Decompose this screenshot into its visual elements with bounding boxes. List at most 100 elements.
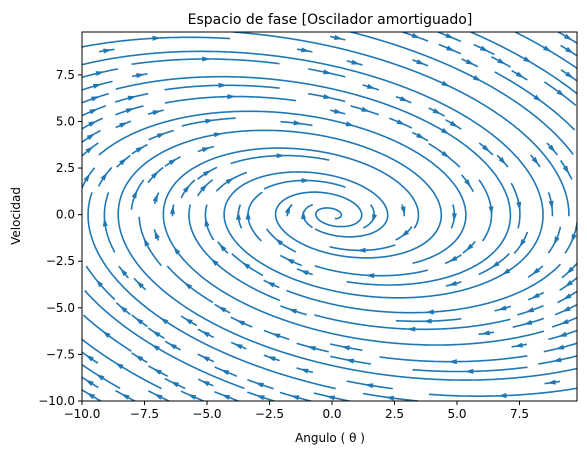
stream-arrow bbox=[449, 120, 459, 128]
streamline bbox=[564, 221, 577, 254]
stream-arrow bbox=[465, 59, 475, 65]
stream-arrow bbox=[204, 217, 210, 227]
stream-arrow bbox=[152, 35, 161, 41]
stream-arrow bbox=[86, 392, 96, 400]
stream-arrow bbox=[564, 280, 573, 288]
stream-arrow bbox=[202, 170, 212, 177]
stream-arrow bbox=[217, 306, 227, 313]
stream-arrow bbox=[184, 318, 193, 325]
stream-arrow bbox=[401, 229, 410, 238]
stream-arrow bbox=[201, 331, 210, 338]
stream-arrow bbox=[423, 318, 432, 324]
streamline bbox=[166, 265, 214, 304]
stream-arrow bbox=[301, 178, 310, 183]
y-tick-label: 2.5 bbox=[56, 161, 75, 175]
stream-arrow bbox=[307, 346, 316, 351]
stream-arrow bbox=[119, 305, 128, 313]
stream-arrow bbox=[102, 217, 108, 227]
streamline bbox=[547, 226, 562, 254]
stream-arrow bbox=[236, 211, 242, 220]
stream-arrow bbox=[285, 258, 295, 265]
stream-arrow bbox=[448, 359, 457, 365]
stream-arrow bbox=[501, 268, 511, 275]
x-tick-label: 2.5 bbox=[385, 407, 404, 421]
streamline bbox=[266, 228, 297, 253]
stream-arrow bbox=[152, 110, 162, 116]
stream-arrow bbox=[465, 243, 474, 252]
x-tick-label: −5.0 bbox=[192, 407, 221, 421]
stream-arrow bbox=[200, 183, 208, 192]
stream-arrow bbox=[221, 394, 231, 400]
stream-arrow bbox=[95, 71, 105, 76]
stream-arrow bbox=[498, 156, 506, 165]
stream-arrow bbox=[225, 177, 235, 185]
stream-arrow bbox=[201, 355, 210, 362]
stream-arrow bbox=[416, 59, 425, 65]
stream-arrow bbox=[565, 71, 574, 79]
stream-arrow bbox=[136, 73, 145, 79]
stream-arrow bbox=[571, 233, 577, 243]
stream-arrow bbox=[543, 45, 552, 52]
stream-arrow bbox=[548, 200, 554, 210]
stream-arrow bbox=[299, 368, 309, 374]
stream-arrow bbox=[566, 266, 575, 275]
stream-arrow bbox=[345, 358, 355, 364]
stream-arrow bbox=[365, 273, 375, 279]
stream-arrows bbox=[83, 32, 577, 401]
stream-arrow bbox=[558, 331, 568, 337]
stream-arrow bbox=[565, 46, 574, 54]
stream-arrow bbox=[464, 179, 471, 188]
stream-arrow bbox=[479, 45, 489, 52]
streamline bbox=[188, 204, 281, 302]
stream-arrow bbox=[497, 305, 507, 311]
stream-arrow bbox=[187, 394, 197, 400]
stream-arrow bbox=[425, 309, 434, 315]
stream-arrow bbox=[83, 173, 91, 182]
stream-arrow bbox=[491, 261, 500, 268]
stream-arrow bbox=[227, 94, 236, 100]
stream-arrow bbox=[416, 132, 425, 139]
stream-arrow bbox=[448, 280, 458, 286]
stream-arrow bbox=[514, 342, 523, 348]
stream-arrow bbox=[213, 132, 223, 138]
stream-arrow bbox=[127, 95, 137, 101]
stream-arrow bbox=[396, 119, 406, 125]
stream-arrow bbox=[85, 379, 94, 387]
y-tick-label: −7.5 bbox=[46, 347, 75, 361]
stream-arrow bbox=[531, 292, 540, 299]
y-axis-label: Velocidad bbox=[9, 187, 23, 245]
stream-arrow bbox=[119, 157, 127, 166]
streamline bbox=[82, 50, 544, 299]
streamline bbox=[98, 110, 467, 265]
stream-arrow bbox=[553, 236, 560, 245]
streamline bbox=[82, 338, 162, 390]
stream-arrow bbox=[531, 267, 540, 275]
stream-arrow bbox=[366, 83, 376, 89]
stream-arrow bbox=[151, 344, 160, 351]
stream-arrow bbox=[341, 345, 350, 351]
y-tick-label: −10.0 bbox=[38, 394, 75, 408]
stream-arrow bbox=[271, 333, 281, 339]
stream-arrow bbox=[154, 230, 160, 240]
stream-arrow bbox=[498, 393, 507, 399]
stream-arrow bbox=[562, 165, 570, 175]
stream-arrow bbox=[245, 211, 251, 220]
stream-arrow bbox=[218, 82, 228, 88]
stream-arrow bbox=[173, 246, 181, 255]
stream-arrow bbox=[153, 393, 163, 400]
stream-arrow bbox=[88, 120, 97, 127]
stream-arrow bbox=[533, 94, 542, 102]
stream-arrow bbox=[92, 83, 102, 89]
stream-arrow bbox=[488, 206, 494, 215]
stream-arrow bbox=[102, 331, 111, 338]
stream-arrow bbox=[85, 354, 94, 362]
stream-arrow bbox=[452, 213, 457, 222]
stream-arrow bbox=[103, 48, 112, 54]
y-tick-label: −2.5 bbox=[46, 254, 75, 268]
stream-arrow bbox=[472, 75, 482, 82]
stream-arrow bbox=[202, 56, 211, 62]
stream-arrow bbox=[372, 213, 378, 223]
stream-arrow bbox=[284, 205, 291, 214]
stream-arrow bbox=[96, 374, 105, 381]
stream-arrow bbox=[326, 395, 336, 401]
